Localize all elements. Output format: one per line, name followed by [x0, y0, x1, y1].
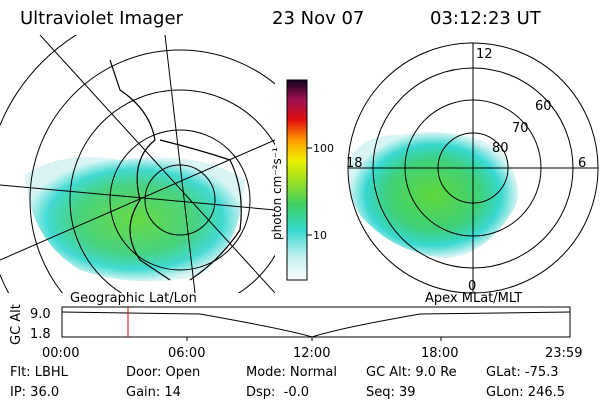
- time: 03:12:23 UT: [430, 8, 542, 29]
- info-item: GC Alt: 9.0 Re: [366, 365, 457, 380]
- colorbar-tick-label: 100: [313, 142, 334, 155]
- mlt-label: 12: [476, 47, 493, 62]
- altitude-xtick: 18:00: [421, 346, 458, 361]
- info-item: Seq: 39: [366, 385, 416, 400]
- mlt-label: 6: [578, 156, 586, 171]
- left-map-label: Geographic Lat/Lon: [70, 291, 197, 306]
- altitude-xtick: 12:00: [293, 346, 330, 361]
- info-item: IP: 36.0: [10, 385, 59, 400]
- date: 23 Nov 07: [272, 8, 364, 29]
- altitude-ylabel: GC Alt: [9, 304, 24, 345]
- title: Ultraviolet Imager: [20, 8, 184, 29]
- info-item: Flt: LBHL: [10, 365, 69, 380]
- altitude-ytick: 9.0: [30, 307, 51, 322]
- info-item: Gain: 14: [126, 385, 181, 400]
- colorbar-tick-label: 10: [313, 229, 327, 242]
- lat-label: 60: [535, 99, 552, 114]
- left-map: [0, 35, 275, 293]
- lat-label: 80: [492, 141, 509, 156]
- colorbar-label: photon cm⁻²s⁻¹: [270, 147, 284, 240]
- info-item: Door: Open: [126, 365, 200, 380]
- right-map-label: Apex MLat/MLT: [425, 291, 522, 306]
- info-item: GLat: -75.3: [486, 365, 559, 380]
- altitude-xtick: 23:59: [545, 346, 582, 361]
- right-map: 12 18 6 0 60 70 80: [346, 42, 599, 294]
- info-item: Mode: Normal: [246, 365, 337, 380]
- mlt-label: 0: [468, 279, 476, 294]
- info-panel: Flt: LBHL Door: Open Mode: Normal GC Alt: 9…: [10, 365, 565, 400]
- info-item: GLon: 246.5: [486, 385, 565, 400]
- altitude-plot: [61, 306, 571, 341]
- altitude-ytick: 1.8: [30, 327, 51, 342]
- info-item: Dsp: -0.0: [246, 385, 309, 400]
- altitude-xtick: 00:00: [42, 346, 79, 361]
- altitude-xtick: 06:00: [168, 346, 205, 361]
- colorbar: [286, 79, 308, 281]
- lat-label: 70: [512, 121, 529, 136]
- mlt-label: 18: [346, 156, 363, 171]
